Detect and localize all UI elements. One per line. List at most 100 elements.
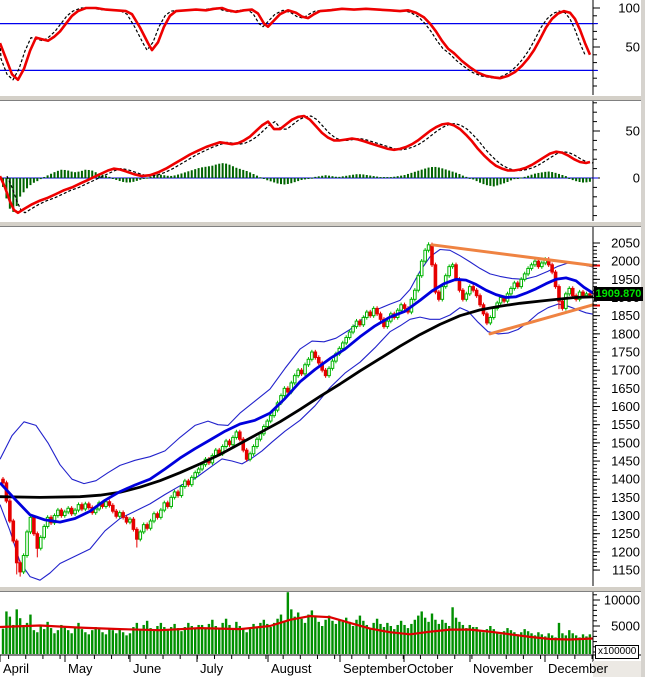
candle-body — [491, 307, 496, 318]
panel-divider[interactable] — [0, 95, 645, 101]
candle-body — [581, 291, 585, 297]
macd-histogram-bar — [406, 173, 409, 178]
macd-histogram-bar — [15, 178, 18, 207]
candle-body — [117, 512, 122, 517]
macd-histogram-bar — [115, 178, 118, 180]
macd-histogram-bar — [259, 177, 262, 179]
candle-body — [21, 555, 26, 573]
candle-body — [327, 367, 331, 377]
macd-histogram-bar — [561, 174, 564, 178]
volume-bar — [423, 617, 427, 654]
axis-tick-label: 1550 — [611, 417, 640, 432]
volume-bar — [286, 592, 290, 654]
axis-tick-label: 1300 — [611, 508, 640, 523]
macd-histogram-bar — [12, 178, 15, 212]
volume-bar — [5, 611, 8, 654]
right-edge-strip — [641, 0, 645, 677]
volume-bar — [139, 629, 142, 654]
volume-bar — [447, 626, 451, 654]
panel-divider[interactable] — [0, 586, 645, 592]
candle-body — [138, 531, 143, 540]
candle-body — [76, 504, 81, 511]
volume-bar — [200, 624, 204, 654]
volume-bar — [351, 626, 355, 654]
candle-body — [193, 472, 197, 478]
candle-body — [121, 512, 125, 518]
macd-histogram-bar — [369, 175, 372, 178]
volume-bar — [396, 624, 399, 654]
volume-bar — [49, 628, 53, 654]
macd-histogram-bar — [341, 176, 344, 178]
candle-body — [557, 286, 561, 302]
volume-bar — [362, 620, 365, 654]
macd-histogram-bar — [582, 178, 585, 183]
candle-body — [344, 336, 348, 344]
candle-body — [430, 244, 434, 266]
macd-histogram-bar — [544, 171, 547, 178]
candle-body — [550, 264, 554, 273]
macd-histogram-bar — [170, 175, 173, 178]
axis-tick-label: 1700 — [611, 363, 640, 378]
candle-body — [433, 264, 438, 293]
panel-divider[interactable] — [0, 221, 645, 227]
macd-histogram-bar — [194, 169, 197, 178]
candle-body — [38, 536, 43, 549]
candle-body — [467, 286, 472, 295]
macd-histogram-bar — [431, 167, 433, 178]
trendline-upper-resistance — [430, 243, 595, 268]
volume-bar — [207, 623, 211, 654]
volume-bar — [135, 622, 139, 654]
macd-histogram-bar — [63, 169, 66, 178]
volume-bar — [60, 624, 63, 654]
candle-body — [73, 509, 77, 515]
volume-bar — [468, 624, 471, 654]
candle-body — [378, 313, 383, 320]
volume-bar — [382, 627, 386, 654]
volume-multiplier-label: x100000 — [595, 645, 640, 659]
macd-histogram-bar — [225, 163, 228, 178]
macd-histogram-bar — [314, 176, 317, 178]
volume-bar — [550, 635, 554, 654]
axis-tick-label: 1500 — [611, 435, 640, 450]
macd-histogram-bar — [19, 178, 22, 197]
candle-body — [83, 503, 88, 510]
volume-bar — [561, 633, 564, 654]
candle-body — [354, 320, 359, 328]
macd-histogram-bar — [331, 176, 334, 178]
macd-histogram-bar — [183, 172, 186, 178]
macd-histogram-bar — [451, 171, 454, 178]
macd-histogram-bar — [376, 176, 379, 178]
volume-bar — [537, 632, 540, 654]
volume-bar — [84, 632, 87, 654]
volume-bar — [564, 635, 568, 654]
candle-body — [323, 369, 328, 377]
candle-body — [478, 295, 482, 306]
volume-bar — [348, 621, 351, 654]
macd-histogram-bar — [503, 178, 506, 184]
macd-histogram-bar — [32, 178, 35, 183]
last-price-label: 1909.870 — [594, 287, 643, 301]
volume-bar — [496, 632, 499, 654]
macd-histogram-bar — [324, 175, 327, 178]
candle-body — [11, 520, 16, 542]
candle-body — [145, 524, 149, 529]
macd-histogram-bar — [207, 166, 210, 178]
macd-histogram-bar — [379, 177, 382, 179]
volume-bar — [224, 618, 228, 654]
volume-bar — [166, 630, 169, 654]
macd-histogram-bar — [427, 167, 430, 178]
macd-histogram-bar — [60, 169, 63, 178]
macd-histogram-bar — [365, 174, 368, 178]
candle-body — [114, 510, 119, 517]
macd-histogram-bar — [153, 175, 156, 178]
candle-body — [358, 320, 362, 326]
volume-bar — [485, 629, 489, 654]
candle-body — [80, 504, 84, 510]
candle-body — [351, 326, 355, 333]
axis-tick-label: 1250 — [611, 526, 640, 541]
candle-body — [368, 311, 373, 317]
candle-body — [66, 507, 71, 513]
volume-bar — [588, 634, 592, 654]
volume-bar — [36, 632, 39, 654]
